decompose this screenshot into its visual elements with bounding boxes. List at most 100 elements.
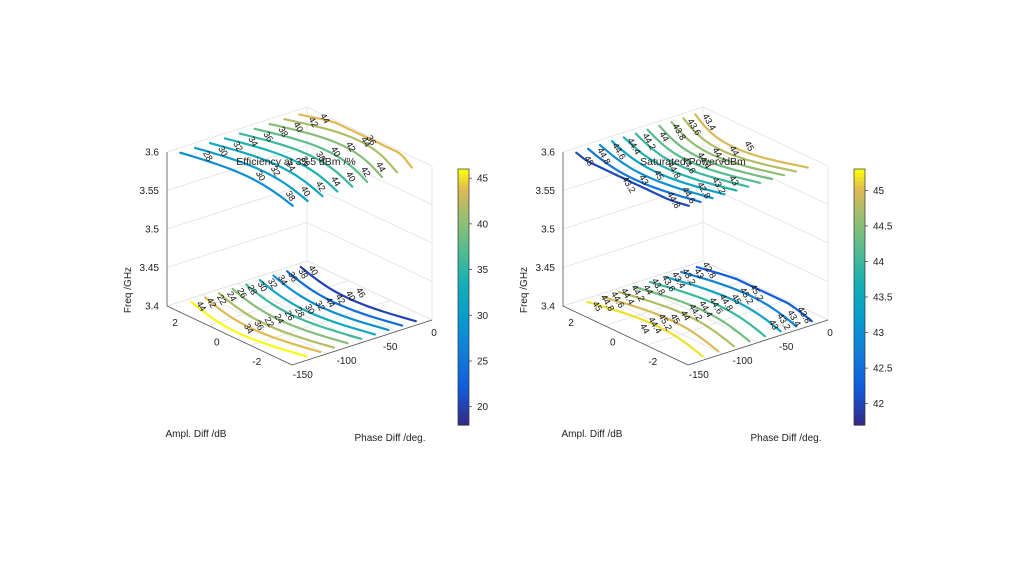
colorbar-segment	[854, 193, 865, 198]
colorbar-segment	[458, 261, 469, 266]
colorbar-segment	[458, 397, 469, 402]
z-tick-label: 3.4	[541, 302, 555, 313]
contour-label: 38	[276, 125, 290, 139]
contour-label: 36	[299, 154, 313, 168]
colorbar-segment	[458, 265, 469, 270]
colorbar-segment	[854, 209, 865, 214]
grid-line	[604, 280, 745, 327]
colorbar-segment	[854, 337, 865, 342]
colorbar-segment	[854, 265, 865, 270]
contour-label: 30	[254, 169, 268, 183]
colorbar-segment	[854, 421, 865, 426]
contour-label: 34	[276, 273, 290, 287]
colorbar-segment	[854, 417, 865, 422]
contour-label: 24	[225, 290, 239, 304]
contour-label: 42	[307, 115, 321, 129]
colorbar-segment	[854, 257, 865, 262]
grid-line	[562, 106, 829, 167]
contour-line	[602, 295, 720, 353]
contour-label: 44	[329, 175, 343, 189]
contour-line	[680, 270, 798, 328]
contour-line	[253, 127, 369, 183]
contour-label: 42	[205, 296, 219, 310]
contour-label: 24	[273, 312, 287, 326]
colorbar-segment	[458, 237, 469, 242]
colorbar-segment	[458, 193, 469, 198]
colorbar-segment	[458, 317, 469, 322]
colorbar-segment	[854, 225, 865, 230]
colorbar-segment	[458, 325, 469, 330]
colorbar-segment	[854, 173, 865, 178]
colorbar-segment	[854, 277, 865, 282]
contour-label: 30	[216, 144, 230, 158]
colorbar-segment	[854, 241, 865, 246]
colorbar-segment	[458, 313, 469, 318]
z-tick-label: 3.5	[145, 225, 159, 236]
grid-line	[166, 260, 308, 307]
contour-label: 45	[582, 154, 596, 168]
y-axis-line	[166, 305, 293, 366]
axis-ticks: 3.4 3.45 3.5 3.55 3.6 -150 -100 -50 0 -2 0 2	[536, 148, 834, 382]
contour-label: 28	[201, 149, 215, 163]
contour-label: 34	[284, 159, 298, 173]
contour-label: 43	[637, 173, 651, 187]
contour-label: 32	[231, 139, 245, 153]
contour-line	[695, 265, 813, 323]
colorbar-segment	[458, 297, 469, 302]
colorbar-segment	[458, 177, 469, 182]
contour-label: 38	[296, 267, 310, 281]
colorbar-segment	[854, 273, 865, 278]
contour-label: 30	[256, 280, 270, 294]
y-axis-line	[562, 305, 689, 366]
contour-line	[682, 117, 798, 173]
contour-label: 26	[235, 286, 249, 300]
colorbar-segment	[854, 313, 865, 318]
colorbar-segment	[854, 245, 865, 250]
contour-line	[694, 113, 809, 169]
colorbar-segment	[458, 197, 469, 202]
x-tick-label: -100	[732, 356, 752, 367]
colorbar-segment	[458, 205, 469, 210]
colorbar-segment	[458, 209, 469, 214]
colorbar-segment	[458, 321, 469, 326]
colorbar-segment	[854, 409, 865, 414]
contour-label: 28	[245, 283, 259, 297]
colorbar-segment	[458, 249, 469, 254]
contour-line	[634, 132, 750, 188]
colorbar-segment	[458, 285, 469, 290]
contour-line	[670, 120, 786, 177]
colorbar-segment	[854, 365, 865, 370]
colorbar-segment	[854, 217, 865, 222]
contour-line	[283, 118, 398, 174]
grid-line	[562, 260, 704, 307]
colorbar-segment	[854, 261, 865, 266]
colorbar-segment	[854, 301, 865, 306]
contour-label: 45	[730, 292, 744, 306]
contour-label: 44.6	[680, 185, 697, 205]
x-axis-line	[291, 319, 433, 366]
z-axis-label: Freq /GHz	[519, 267, 530, 313]
contour-label: 44	[374, 160, 388, 174]
contour-label: 43.2	[710, 175, 727, 195]
contour-line	[272, 274, 390, 332]
contour-line	[598, 143, 714, 200]
contour-label: 45	[669, 312, 683, 326]
grid-line	[646, 299, 787, 346]
grid-line	[562, 183, 829, 244]
colorbar-segment	[458, 213, 469, 218]
contour-line	[238, 132, 354, 188]
z-axis-label: Freq /GHz	[123, 267, 134, 313]
y-axis-label: Ampl. Diff /dB	[562, 429, 623, 440]
colorbar-segment	[458, 357, 469, 362]
x-tick-label: -150	[689, 370, 709, 381]
colorbar-segment	[854, 381, 865, 386]
colorbar-segment	[854, 357, 865, 362]
colorbar-segment	[458, 353, 469, 358]
colorbar-segment	[854, 405, 865, 410]
grid-line	[166, 183, 433, 244]
colorbar-segment	[854, 309, 865, 314]
colorbar-tick-label: 42.5	[873, 364, 893, 375]
z-tick-label: 3.6	[145, 148, 159, 159]
contour-label: 45	[742, 139, 756, 153]
x-tick-label: -50	[383, 342, 398, 353]
